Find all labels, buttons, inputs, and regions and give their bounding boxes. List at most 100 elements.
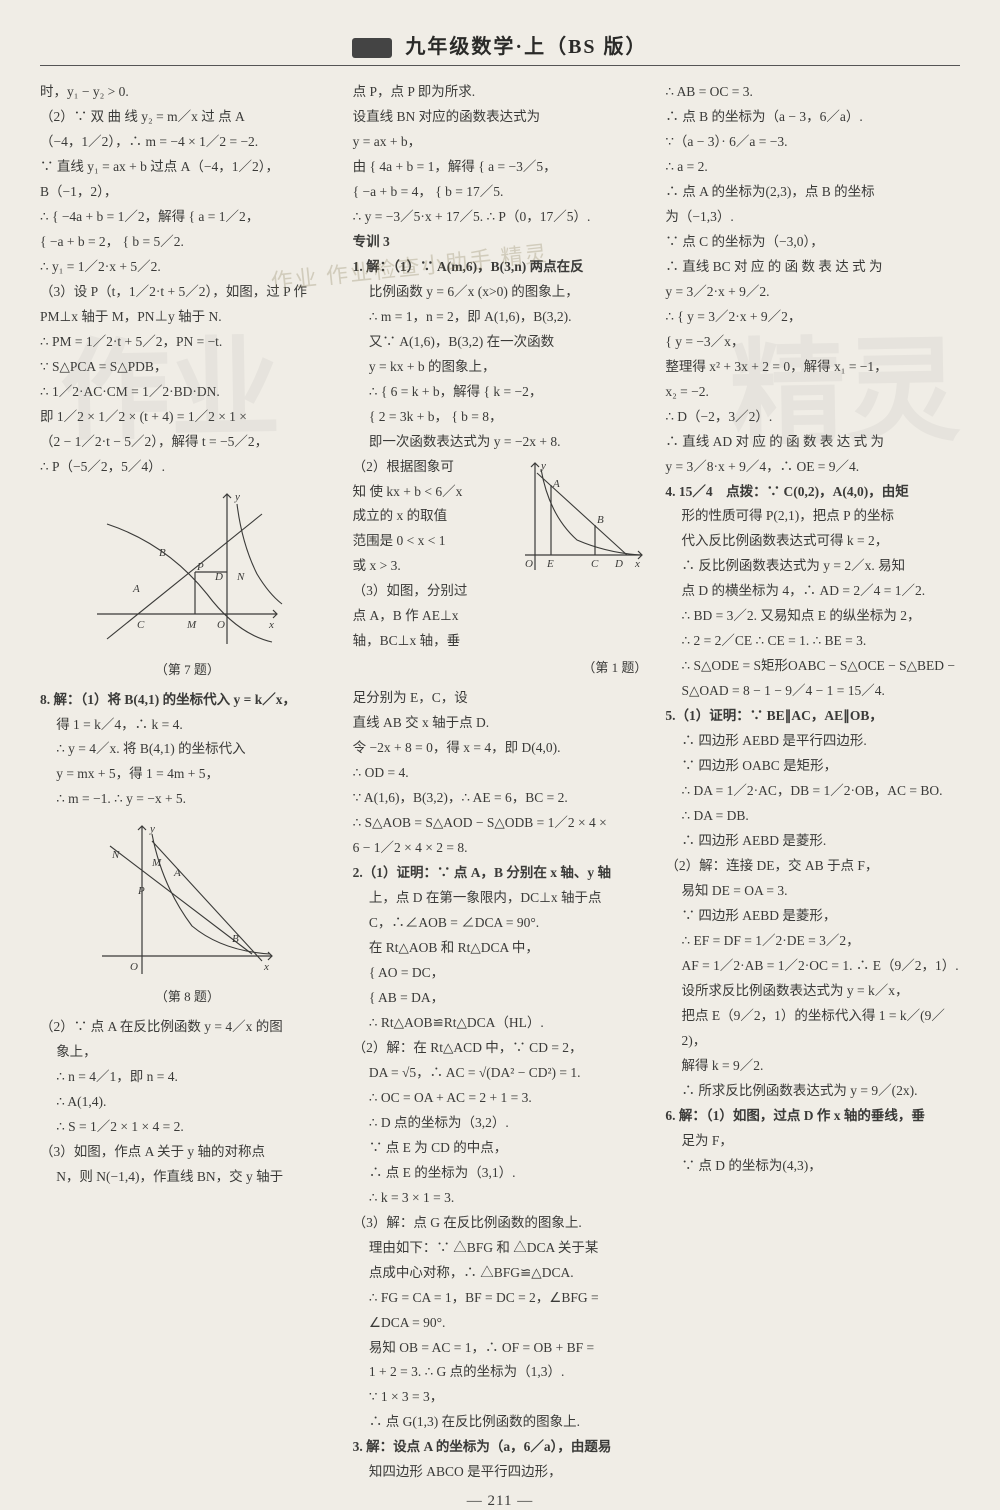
page-header: 九年级数学·上（BS 版） xyxy=(40,30,960,66)
c2-l13: { 2 = 3k + b， { b = 8， xyxy=(353,405,648,430)
c1-l22: 象上， xyxy=(40,1040,335,1065)
c3-l1: ∴ 点 B 的坐标为（a − 3，6／a）. xyxy=(665,105,960,130)
c3-l16: 4. 15／4 点拨：∵ C(0,2)，A(4,0)，由矩 xyxy=(665,480,960,505)
c2-l40: ∴ D 点的坐标为（3,2）. xyxy=(353,1111,648,1136)
c2-l44: （3）解：点 G 在反比例函数的图象上. xyxy=(353,1211,648,1236)
c1-l26: （3）如图，作点 A 关于 y 轴的对称点 xyxy=(40,1140,335,1165)
c1-l4: B（−1，2）， xyxy=(40,180,335,205)
c3-l11: 整理得 x² + 3x + 2 = 0，解得 x₁ = −1， xyxy=(665,355,960,380)
c2-l29: 6 − 1／2 × 4 × 2 = 8. xyxy=(353,836,648,861)
svg-text:N: N xyxy=(236,571,245,583)
svg-text:O: O xyxy=(525,558,533,570)
figure-q8: x y O N M A P B xyxy=(92,816,282,981)
svg-text:x: x xyxy=(268,619,274,631)
page-number: — 211 — xyxy=(40,1493,960,1510)
c3-l13: ∴ D（−2，3／2）. xyxy=(665,405,960,430)
c3-l42: ∵ 点 D 的坐标为(4,3)， xyxy=(665,1154,960,1179)
c1-l20: ∴ m = −1. ∴ y = −x + 5. xyxy=(40,787,335,812)
c2-l12: ∴ { 6 = k + b，解得 { k = −2， xyxy=(353,380,648,405)
c2-l8: 比例函数 y = 6／x (x>0) 的图象上， xyxy=(353,280,648,305)
c2-l23: 足分别为 E，C，设 xyxy=(353,686,648,711)
c3-l8: y = 3／2·x + 9／2. xyxy=(665,280,960,305)
c3-l36: 设所求反比例函数表达式为 y = k／x， xyxy=(665,979,960,1004)
c2-l2: y = ax + b， xyxy=(353,130,648,155)
svg-text:A: A xyxy=(552,478,560,490)
c3-l5: 为（−1,3）. xyxy=(665,205,960,230)
c3-l32: 易知 DE = OA = 3. xyxy=(665,879,960,904)
c1-l19: y = mx + 5，得 1 = 4m + 5， xyxy=(40,762,335,787)
c3-l19: ∴ 反比例函数表达式为 y = 2／x. 易知 xyxy=(665,554,960,579)
c1-l27: N，则 N(−1,4)，作直线 BN，交 y 轴于 xyxy=(40,1165,335,1190)
svg-text:O: O xyxy=(217,619,225,631)
c2-l0: 点 P，点 P 即为所求. xyxy=(353,80,648,105)
c1-l11: ∵ S△PCA = S△PDB， xyxy=(40,355,335,380)
c2-l41: ∵ 点 E 为 CD 的中点， xyxy=(353,1136,648,1161)
svg-text:y: y xyxy=(234,491,240,503)
c3-l10: { y = −3／x， xyxy=(665,330,960,355)
c3-l35: AF = 1／2·AB = 1／2·OC = 1. ∴ E（9／2，1）. xyxy=(665,954,960,979)
column-1: 时，y₁ − y₂ > 0. （2）∵ 双 曲 线 y₂ = m／x 过 点 A… xyxy=(40,80,335,1485)
c3-l28: ∴ DA = 1／2·AC，DB = 1／2·OB，AC = BO. xyxy=(665,779,960,804)
figure-q7: x y O A B P D N C M xyxy=(87,484,287,654)
c3-l26: ∴ 四边形 AEBD 是平行四边形. xyxy=(665,729,960,754)
figure-q7-caption: （第 7 题） xyxy=(40,658,335,682)
c1-l21: （2）∵ 点 A 在反比例函数 y = 4／x 的图 xyxy=(40,1015,335,1040)
c1-l18: ∴ y = 4／x. 将 B(4,1) 的坐标代入 xyxy=(40,737,335,762)
c3-l12: x₂ = −2. xyxy=(665,380,960,405)
c1-l2: （−4，1／2），∴ m = −4 × 1／2 = −2. xyxy=(40,130,335,155)
svg-text:P: P xyxy=(196,561,204,573)
svg-text:C: C xyxy=(591,558,599,570)
c1-l0: 时，y₁ − y₂ > 0. xyxy=(40,80,335,105)
c2-l43: ∴ k = 3 × 1 = 3. xyxy=(353,1186,648,1211)
c1-l24: ∴ A(1,4). xyxy=(40,1090,335,1115)
svg-text:C: C xyxy=(137,619,145,631)
svg-text:B: B xyxy=(597,514,604,526)
c2-l31: 上，点 D 在第一象限内，DC⊥x 轴于点 xyxy=(353,886,648,911)
c1-l7: ∴ y₁ = 1／2·x + 5／2. xyxy=(40,255,335,280)
svg-text:B: B xyxy=(159,547,166,559)
figure-q1: x y O A B E C D xyxy=(517,455,647,575)
svg-text:M: M xyxy=(151,857,162,869)
c2-l25: 令 −2x + 8 = 0，得 x = 4，即 D(4,0). xyxy=(353,736,648,761)
c2-l22: 轴，BC⊥x 轴，垂 xyxy=(353,629,648,654)
c1-l15: ∴ P（−5／2，5／4）. xyxy=(40,455,335,480)
c2-l52: ∴ 点 G(1,3) 在反比例函数的图象上. xyxy=(353,1410,648,1435)
c1-l16: 8. 解：（1）将 B(4,1) 的坐标代入 y = k／x， xyxy=(40,688,335,713)
c2-l26: ∴ OD = 4. xyxy=(353,761,648,786)
c3-l9: ∴ { y = 3／2·x + 9／2， xyxy=(665,305,960,330)
c3-l15: y = 3／8·x + 9／4，∴ OE = 9／4. xyxy=(665,455,960,480)
c3-l23: ∴ S△ODE = S矩形OABC − S△OCE − S△BED − xyxy=(665,654,960,679)
c2-l7: 1. 解：（1）∵ A(m,6)，B(3,n) 两点在反 xyxy=(353,255,648,280)
c2-l36: ∴ Rt△AOB≌Rt△DCA（HL）. xyxy=(353,1011,648,1036)
c2-l51: ∵ 1 × 3 = 3， xyxy=(353,1385,648,1410)
c3-l37: 把点 E（9／2，1）的坐标代入得 1 = k／(9／2)， xyxy=(665,1004,960,1054)
c2-l32: C，∴∠AOB = ∠DCA = 90°. xyxy=(353,911,648,936)
c2-l50: 1 + 2 = 3. ∴ G 点的坐标为（1,3）. xyxy=(353,1360,648,1385)
svg-text:O: O xyxy=(130,961,138,973)
c2-l28: ∴ S△AOB = S△AOD − S△ODB = 1／2 × 4 × xyxy=(353,811,648,836)
c2-l46: 点成中心对称，∴ △BFG≌△DCA. xyxy=(353,1261,648,1286)
c2-l9: ∴ m = 1，n = 2，即 A(1,6)，B(3,2). xyxy=(353,305,648,330)
svg-text:x: x xyxy=(634,558,640,570)
c2-l34: { AO = DC， xyxy=(353,961,648,986)
c3-l33: ∵ 四边形 AEBD 是菱形， xyxy=(665,904,960,929)
c1-l14: （2 − 1／2·t − 5／2），解得 t = −5／2， xyxy=(40,430,335,455)
svg-text:E: E xyxy=(546,558,554,570)
c3-l17: 形的性质可得 P(2,1)，把点 P 的坐标 xyxy=(665,504,960,529)
c3-l25: 5.（1）证明：∵ BE∥AC，AE∥OB， xyxy=(665,704,960,729)
c1-l10: ∴ PM = 1／2·t + 5／2，PN = −t. xyxy=(40,330,335,355)
c2-l39: ∴ OC = OA + AC = 2 + 1 = 3. xyxy=(353,1086,648,1111)
c3-l41: 足为 F， xyxy=(665,1129,960,1154)
c2-l21: 点 A，B 作 AE⊥x xyxy=(353,604,648,629)
c2-l6: 专训 3 xyxy=(353,230,648,255)
c3-l40: 6. 解：（1）如图，过点 D 作 x 轴的垂线，垂 xyxy=(665,1104,960,1129)
c2-l47: ∴ FG = CA = 1，BF = DC = 2，∠BFG = xyxy=(353,1286,648,1311)
c2-l53: 3. 解：设点 A 的坐标为（a，6／a），由题易 xyxy=(353,1435,648,1460)
c2-l14: 即一次函数表达式为 y = −2x + 8. xyxy=(353,430,648,455)
c1-l13: 即 1／2 × 1／2 × (t + 4) = 1／2 × 1 × xyxy=(40,405,335,430)
c2-l48: ∠DCA = 90°. xyxy=(353,1311,648,1336)
c2-l35: { AB = DA， xyxy=(353,986,648,1011)
c3-l18: 代入反比例函数表达式可得 k = 2， xyxy=(665,529,960,554)
c1-l6: { −a + b = 2， { b = 5／2. xyxy=(40,230,335,255)
c1-l5: ∴ { −4a + b = 1／2，解得 { a = 1／2， xyxy=(40,205,335,230)
